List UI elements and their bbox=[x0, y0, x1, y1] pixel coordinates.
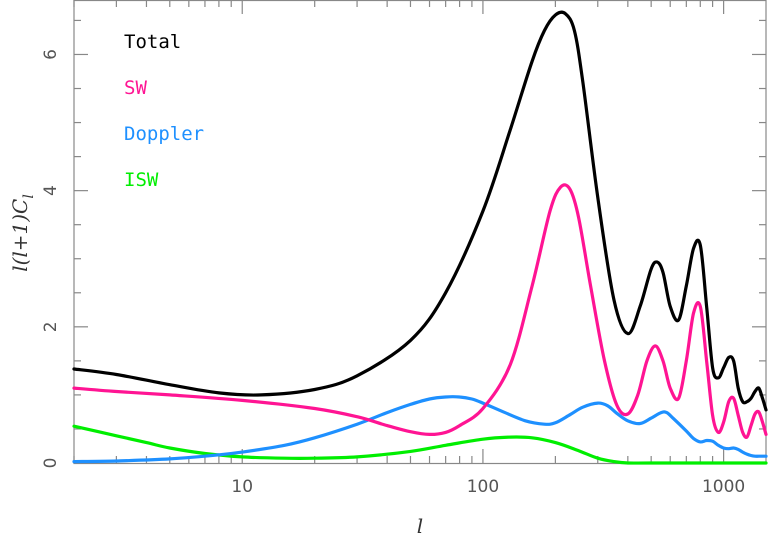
legend-entry-total: Total bbox=[124, 31, 181, 53]
x-tick-label: 1000 bbox=[702, 477, 745, 497]
legend: Total SW Doppler ISW bbox=[124, 31, 204, 191]
x-tick-label: 100 bbox=[467, 477, 499, 497]
plot-frame bbox=[73, 0, 767, 465]
axis-ticks: 10 100 1000 0 2 4 6 bbox=[41, 0, 766, 497]
y-axis-label-main: l(l+1)C bbox=[8, 199, 32, 272]
legend-entry-isw: ISW bbox=[124, 169, 159, 191]
y-axis-label: l(l+1)Cl bbox=[8, 194, 37, 272]
series-line-isw bbox=[72, 424, 768, 465]
series-line-doppler bbox=[72, 395, 768, 464]
legend-entry-doppler: Doppler bbox=[124, 123, 204, 145]
x-axis-label: l bbox=[417, 514, 423, 538]
legend-entry-sw: SW bbox=[124, 77, 147, 99]
y-tick-label: 2 bbox=[41, 321, 61, 332]
series-curves bbox=[72, 10, 768, 465]
y-tick-label: 0 bbox=[41, 458, 61, 469]
series-line-sw bbox=[72, 183, 768, 439]
y-axis-label-subscript: l bbox=[21, 194, 37, 198]
y-tick-label: 4 bbox=[41, 185, 61, 196]
x-tick-label: 10 bbox=[231, 477, 253, 497]
y-tick-label: 6 bbox=[41, 49, 61, 60]
series-line-total bbox=[72, 10, 768, 412]
